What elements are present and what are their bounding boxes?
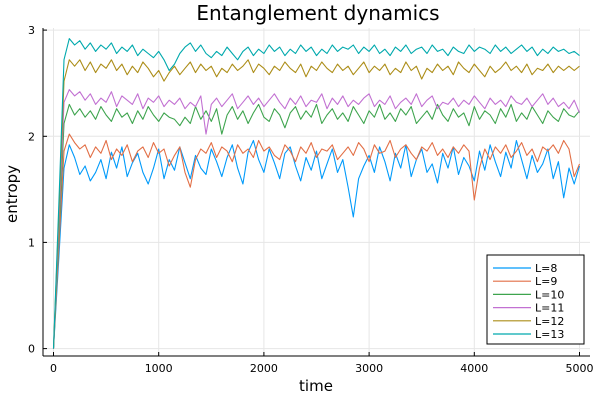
x-tick-label: 4000: [460, 362, 488, 375]
x-tick-label: 5000: [566, 362, 594, 375]
x-tick-label: 2000: [250, 362, 278, 375]
y-tick-label: 3: [28, 24, 35, 37]
legend-entry-label: L=9: [535, 275, 557, 288]
y-axis-label: entropy: [3, 165, 21, 223]
y-tick-label: 0: [28, 343, 35, 356]
legend-entry-label: L=10: [535, 288, 564, 301]
series-line-l-11: [52, 89, 581, 349]
series-line-l-9: [52, 133, 581, 349]
series-line-l-8: [52, 139, 581, 349]
axis-layer: [42, 28, 590, 357]
legend-entry-label: L=12: [535, 315, 564, 328]
legend-entry-label: L=13: [535, 328, 564, 341]
x-axis-label: time: [299, 377, 333, 395]
legend-entry-label: L=11: [535, 302, 564, 315]
legend-entry-label: L=8: [535, 262, 557, 275]
x-tick-label: 0: [50, 362, 57, 375]
y-tick-label: 1: [28, 236, 35, 249]
y-tick-label: 2: [28, 130, 35, 143]
legend: L=8L=9L=10L=11L=12L=13: [486, 254, 585, 345]
series-line-l-12: [52, 59, 580, 349]
legend-frame: [486, 254, 585, 345]
series-layer: [52, 38, 581, 349]
chart-title: Entanglement dynamics: [196, 1, 439, 25]
x-tick-label: 1000: [145, 362, 173, 375]
x-tick-label: 3000: [355, 362, 383, 375]
series-line-l-13: [52, 38, 580, 349]
series-line-l-10: [52, 103, 580, 349]
grid-layer: [43, 28, 590, 356]
tick-layer: 0 1000 2000 3000 4000 5000 0 1 2 3: [28, 24, 594, 375]
